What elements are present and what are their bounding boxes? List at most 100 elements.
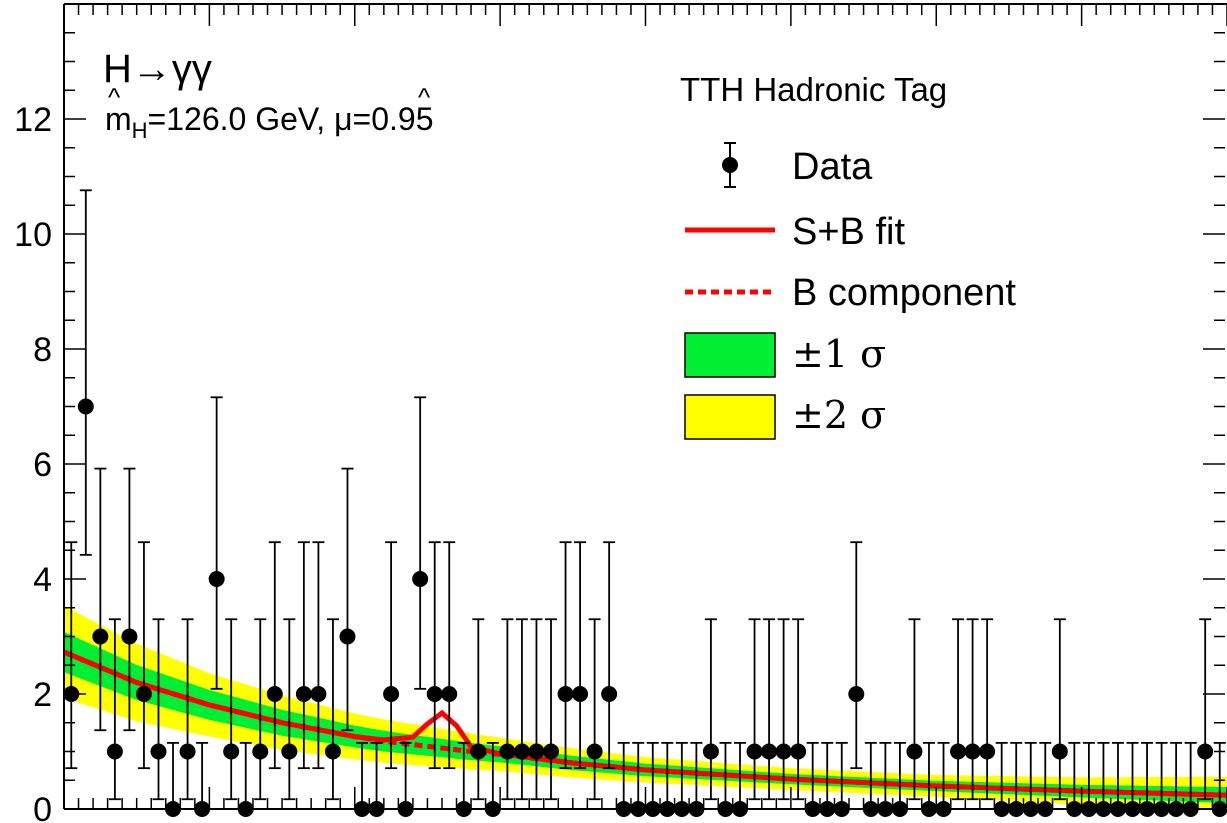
data-point	[586, 618, 603, 801]
legend-band1-label: ±1 σ	[792, 332, 886, 376]
data-marker	[295, 686, 312, 702]
y-tick-label: 2	[33, 676, 52, 714]
data-marker	[339, 628, 356, 645]
data-point	[237, 741, 254, 817]
data-point	[528, 618, 545, 801]
data-marker	[281, 743, 298, 760]
data-point	[150, 618, 167, 801]
data-marker	[528, 743, 545, 760]
data-point	[557, 541, 574, 770]
data-point	[848, 541, 865, 770]
process-label: H→γγ	[103, 47, 212, 91]
data-point	[194, 741, 211, 817]
data-marker	[208, 571, 225, 587]
legend: Data S+B fit B component ±1 σ ±2 σ	[684, 142, 1016, 440]
data-marker	[906, 743, 923, 760]
data-marker	[848, 686, 865, 702]
data-point	[513, 618, 530, 801]
data-point	[1095, 741, 1112, 817]
data-point	[572, 541, 589, 770]
two-sigma-band	[64, 606, 1227, 809]
y-tick-label: 12	[14, 101, 52, 139]
data-marker	[1051, 743, 1068, 760]
data-marker	[266, 686, 283, 702]
data-point	[106, 618, 123, 801]
category-label: TTH Hadronic Tag	[680, 71, 947, 108]
data-point	[165, 741, 182, 817]
data-marker	[135, 686, 152, 702]
data-point	[746, 618, 763, 801]
data-point	[295, 541, 312, 770]
data-marker	[252, 743, 269, 760]
y-tick-label: 0	[33, 791, 52, 823]
y-tick-label: 4	[33, 561, 52, 599]
data-point	[1197, 618, 1214, 801]
data-point	[601, 541, 618, 770]
data-point	[281, 618, 298, 801]
data-points	[63, 189, 1227, 817]
data-point	[790, 618, 807, 801]
data-marker	[470, 743, 487, 760]
sb-fit-curve	[63, 649, 1227, 798]
data-marker	[150, 743, 167, 760]
data-point	[92, 467, 109, 732]
data-marker	[746, 743, 763, 760]
data-point	[979, 618, 996, 801]
data-point	[426, 541, 443, 770]
data-marker	[121, 628, 138, 645]
data-marker	[790, 743, 807, 760]
data-marker	[950, 743, 967, 760]
data-point	[266, 541, 283, 770]
data-point	[761, 618, 778, 801]
data-point	[441, 541, 458, 770]
data-point	[499, 618, 516, 801]
fit-result-label: mH=126.0 GeV, μ=0.95	[105, 101, 433, 143]
data-point	[950, 618, 967, 801]
data-marker	[383, 686, 400, 702]
data-marker	[586, 743, 603, 760]
data-marker	[412, 571, 429, 587]
data-marker	[964, 743, 981, 760]
data-marker	[426, 686, 443, 702]
legend-data-marker	[722, 157, 738, 173]
y-tick-label: 6	[33, 446, 52, 484]
data-marker	[106, 743, 123, 760]
data-point	[324, 618, 341, 801]
legend-data-label: Data	[792, 146, 873, 188]
data-marker	[441, 686, 458, 702]
data-marker	[92, 628, 109, 645]
data-point	[208, 396, 225, 690]
data-point	[964, 618, 981, 801]
data-marker	[557, 686, 574, 702]
data-point	[470, 618, 487, 801]
y-axis-ticks: 0 2 4 6 8 10 12	[14, 3, 1225, 823]
data-marker	[543, 743, 560, 760]
data-point	[383, 541, 400, 770]
data-point	[135, 541, 152, 770]
data-marker	[601, 686, 618, 702]
data-marker	[1197, 743, 1214, 760]
data-point	[252, 618, 269, 801]
legend-band1-swatch	[684, 332, 776, 378]
hat-m-icon: ^	[108, 82, 121, 112]
data-marker	[702, 743, 719, 760]
data-point	[543, 618, 560, 801]
data-marker	[324, 743, 341, 760]
data-point	[339, 467, 356, 732]
data-point	[179, 618, 196, 801]
data-point	[310, 541, 327, 770]
data-marker	[761, 743, 778, 760]
data-point	[702, 618, 719, 801]
legend-b-label: B component	[792, 272, 1016, 314]
hat-mu-icon: ^	[418, 82, 431, 112]
legend-band2-swatch	[684, 394, 776, 440]
sb-fit-line	[63, 649, 1227, 798]
legend-sb-label: S+B fit	[792, 211, 905, 253]
data-marker	[310, 686, 327, 702]
data-marker	[499, 743, 516, 760]
data-marker	[179, 743, 196, 760]
data-point	[412, 396, 429, 690]
legend-band2-label: ±2 σ	[792, 393, 886, 437]
data-marker	[775, 743, 792, 760]
